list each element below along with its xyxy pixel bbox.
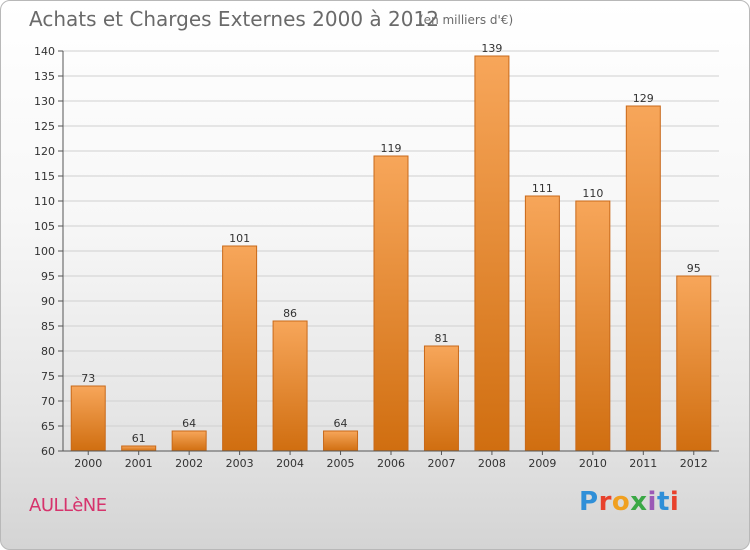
y-tick-label: 65 xyxy=(41,420,55,433)
y-tick-label: 135 xyxy=(34,70,55,83)
y-tick-label: 115 xyxy=(34,170,55,183)
logo-letter: i xyxy=(669,487,680,517)
bar-2000 xyxy=(70,385,106,452)
chart-unit: (en milliers d'€) xyxy=(419,13,514,27)
value-label-2010: 110 xyxy=(582,187,603,200)
x-axis: 2000 2001 2002 2003 2004 2005 2006 2007 2008 2009… xyxy=(63,450,719,470)
value-label-2004: 86 xyxy=(283,307,297,320)
logo-letter: t xyxy=(656,487,670,517)
y-tick-label: 120 xyxy=(34,145,55,158)
y-tick-label: 80 xyxy=(41,345,55,358)
y-tick-label: 75 xyxy=(41,370,55,383)
bar-2011 xyxy=(625,105,661,452)
y-tick-label: 60 xyxy=(41,445,55,458)
x-tick-label-2001: 2001 xyxy=(125,457,153,470)
y-tick-label: 125 xyxy=(34,120,55,133)
x-tick-label-2010: 2010 xyxy=(579,457,607,470)
x-tick-label-2003: 2003 xyxy=(226,457,254,470)
y-tick-label: 100 xyxy=(34,245,55,258)
bar-2007 xyxy=(423,345,459,452)
x-tick-label-2008: 2008 xyxy=(478,457,506,470)
y-tick-label: 140 xyxy=(34,45,55,58)
bar-2005 xyxy=(323,430,359,452)
logo-letter: i xyxy=(647,487,657,517)
bar-2009 xyxy=(524,195,560,452)
chart-title: Achats et Charges Externes 2000 à 2012 xyxy=(29,7,439,31)
y-tick-label: 110 xyxy=(34,195,55,208)
y-tick-label: 130 xyxy=(34,95,55,108)
value-label-2012: 95 xyxy=(687,262,701,275)
value-label-2008: 139 xyxy=(481,42,502,55)
bar-2001 xyxy=(121,445,157,452)
bars xyxy=(70,55,712,452)
value-label-2000: 73 xyxy=(81,372,95,385)
x-tick-label-2005: 2005 xyxy=(327,457,355,470)
proxiti-logo[interactable]: Proxiti xyxy=(579,487,679,517)
bar-2003 xyxy=(222,245,258,452)
value-label-2002: 64 xyxy=(182,417,196,430)
commune-name: AULLèNE xyxy=(29,495,107,516)
logo-letter: o xyxy=(611,487,631,517)
x-tick-label-2004: 2004 xyxy=(276,457,304,470)
x-tick-label-2011: 2011 xyxy=(629,457,657,470)
bar-2010 xyxy=(575,200,611,452)
value-label-2001: 61 xyxy=(132,432,146,445)
bar-2008 xyxy=(474,55,510,452)
logo-letter: x xyxy=(630,487,648,517)
y-tick-label: 105 xyxy=(34,220,55,233)
y-tick-label: 90 xyxy=(41,295,55,308)
logo-letter: P xyxy=(579,487,599,517)
x-tick-label-2007: 2007 xyxy=(427,457,455,470)
x-tick-label-2012: 2012 xyxy=(680,457,708,470)
bar-2002 xyxy=(171,430,207,452)
logo-letter: r xyxy=(598,487,612,517)
value-label-2011: 129 xyxy=(633,92,654,105)
value-label-2006: 119 xyxy=(381,142,402,155)
value-labels: 73 61 64 101 86 64 119 81 139 111 110 129 95 xyxy=(81,42,701,445)
bar-2012 xyxy=(676,275,712,452)
value-label-2005: 64 xyxy=(334,417,348,430)
value-label-2007: 81 xyxy=(434,332,448,345)
value-label-2003: 101 xyxy=(229,232,250,245)
y-tick-label: 70 xyxy=(41,395,55,408)
x-tick-label-2006: 2006 xyxy=(377,457,405,470)
bar-2004 xyxy=(272,320,308,452)
value-label-2009: 111 xyxy=(532,182,553,195)
x-tick-label-2009: 2009 xyxy=(528,457,556,470)
bar-2006 xyxy=(373,155,409,452)
x-tick-label-2002: 2002 xyxy=(175,457,203,470)
y-tick-label: 85 xyxy=(41,320,55,333)
x-tick-label-2000: 2000 xyxy=(74,457,102,470)
y-axis: 60 65 70 75 80 85 90 95 100 105 110 115 120 125 130 135… xyxy=(34,45,64,458)
y-tick-label: 95 xyxy=(41,270,55,283)
